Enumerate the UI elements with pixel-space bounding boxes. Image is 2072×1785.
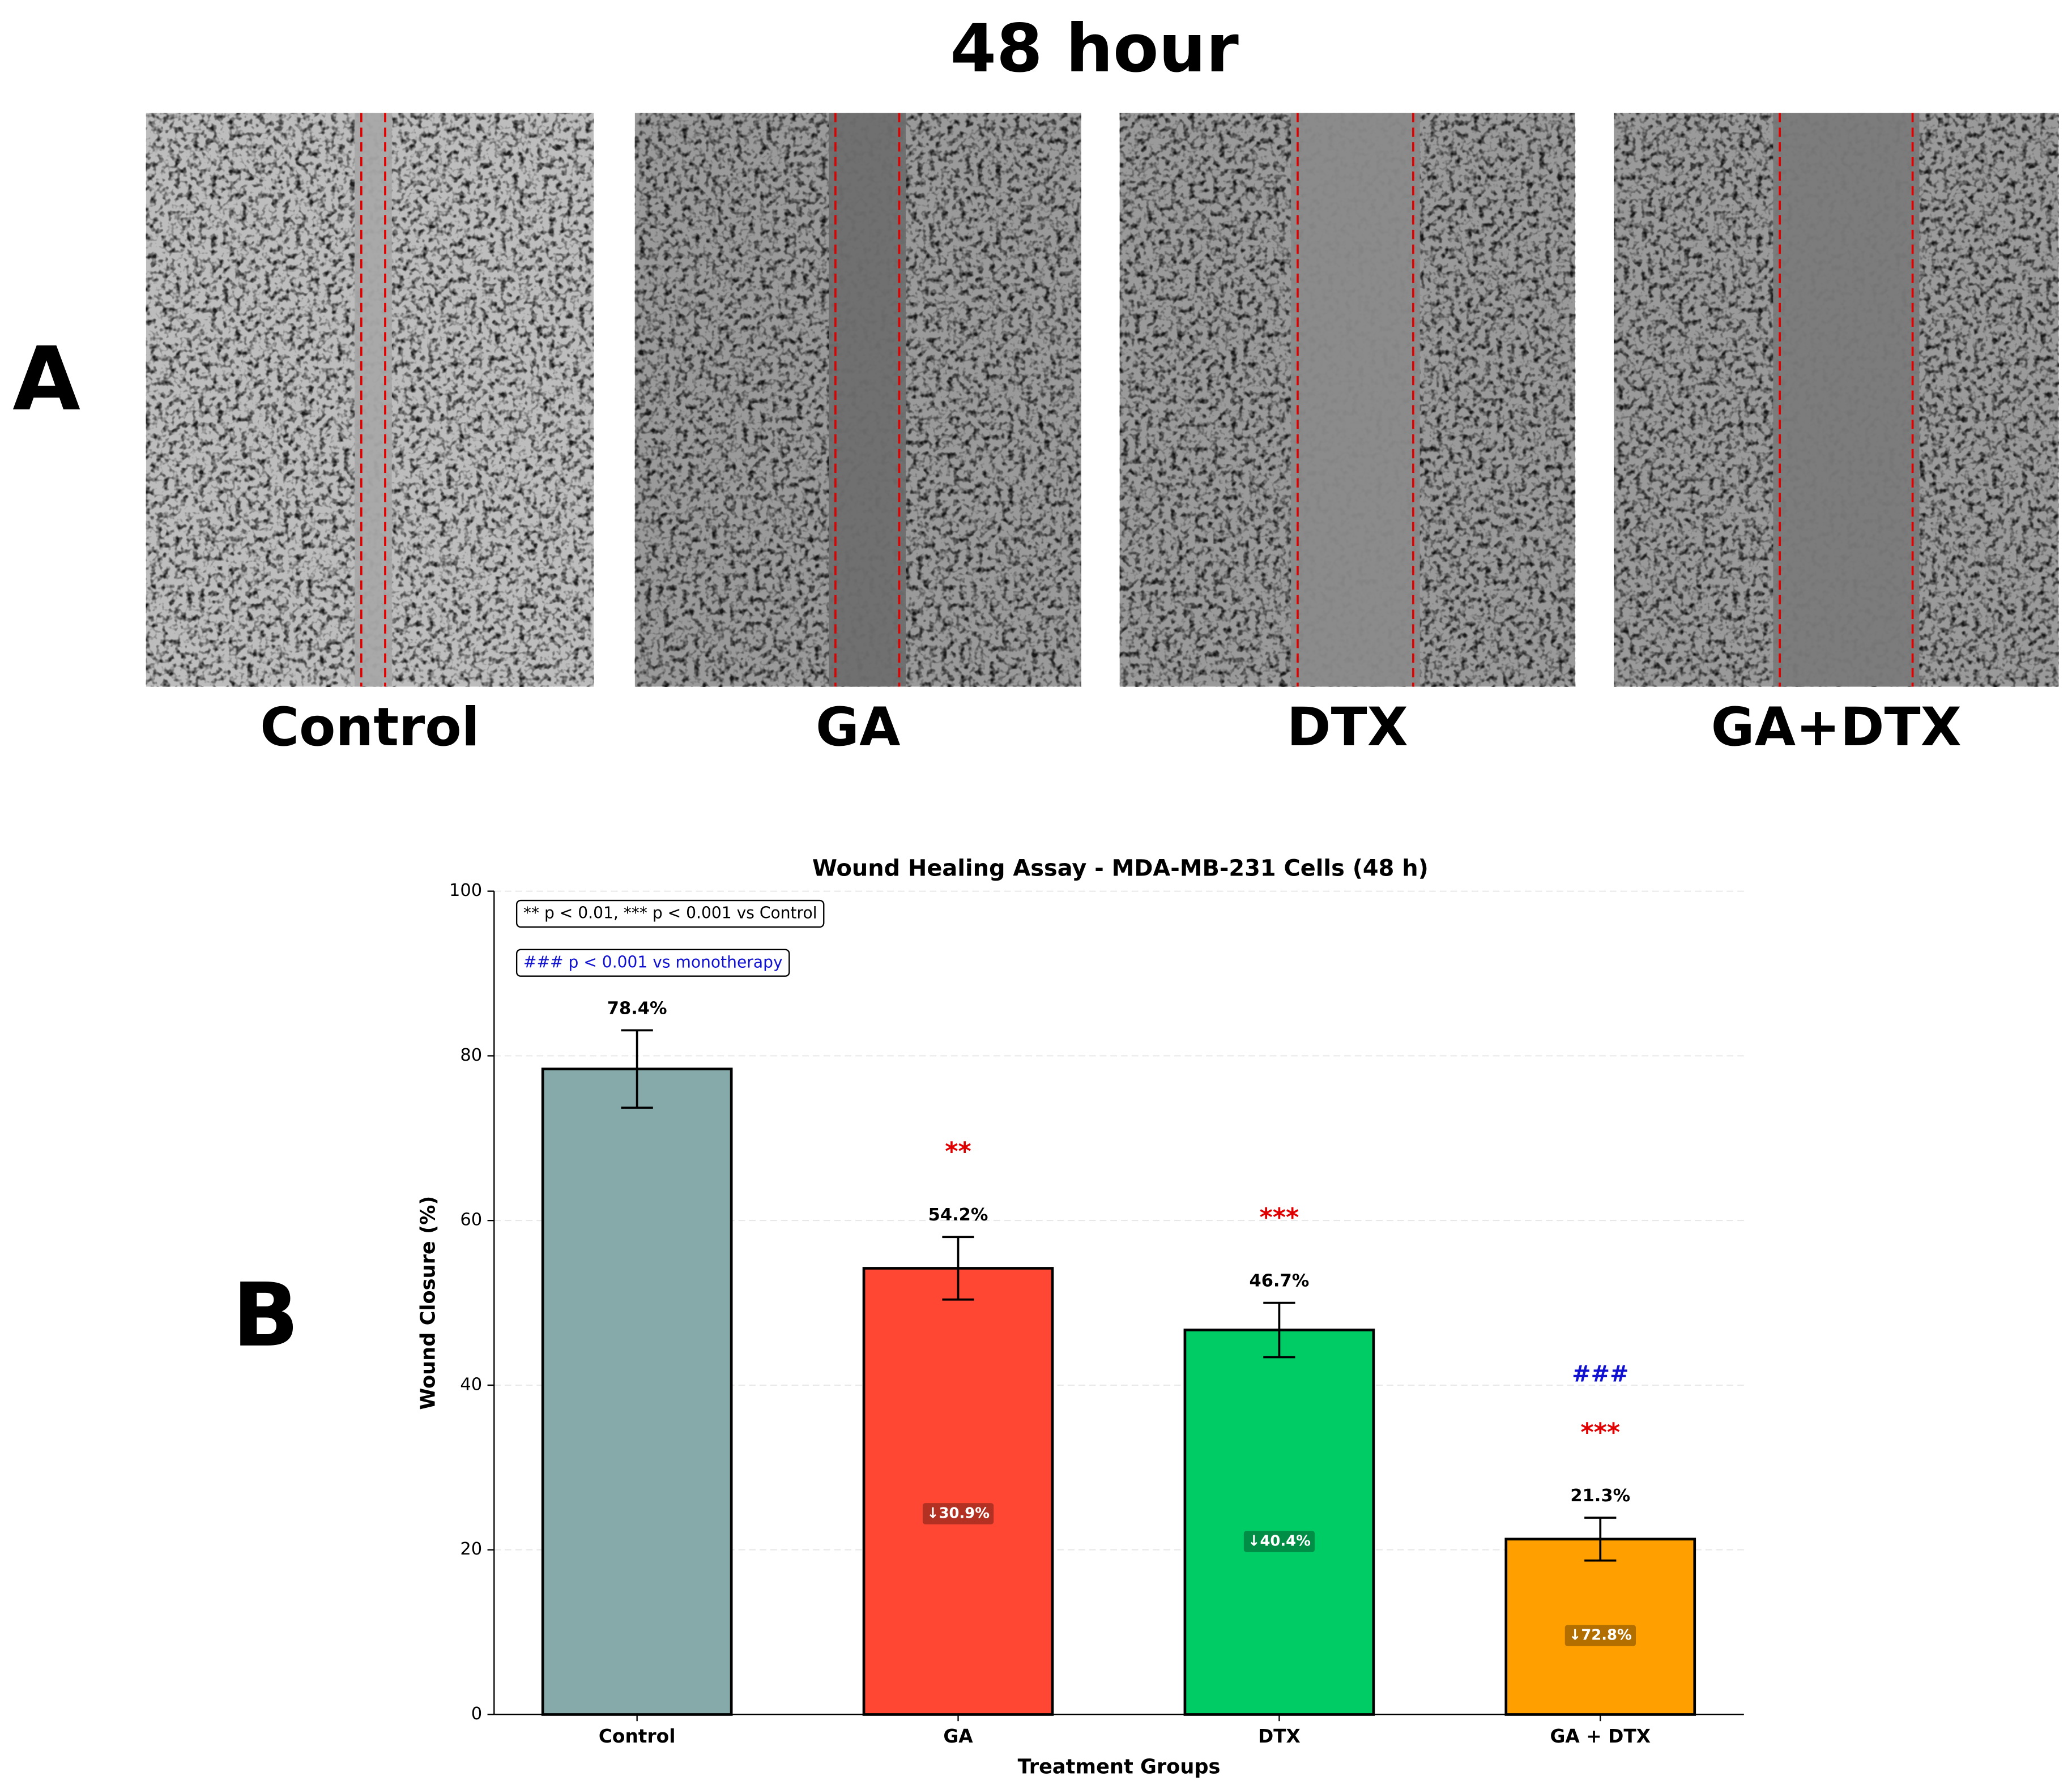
image-label: GA	[816, 697, 901, 758]
y-tick-label: 80	[460, 1045, 482, 1065]
value-label: 78.4%	[607, 998, 667, 1018]
image-label: Control	[260, 697, 480, 758]
bar	[1183, 1329, 1375, 1716]
reduction-badge	[1564, 1625, 1636, 1646]
error-bar	[621, 1029, 653, 1109]
y-axis-label: Wound Closure (%)	[416, 1196, 440, 1410]
bar	[862, 1267, 1054, 1716]
reduction-badge	[922, 1503, 994, 1524]
image-label: DTX	[1287, 697, 1408, 758]
micrographs: Control GA DTX GA+DTX	[146, 113, 2059, 758]
monotherapy-significance: ###	[1572, 1361, 1628, 1387]
chart-title: Wound Healing Assay - MDA-MB-231 Cells (…	[812, 856, 1429, 882]
note-box	[515, 949, 790, 977]
wound-gap	[829, 113, 906, 687]
wound-gap	[1773, 113, 1920, 687]
reduction-label: ↓72.8%	[1569, 1627, 1632, 1644]
y-tick-label: 20	[460, 1539, 482, 1559]
reduction-label: ↓30.9%	[927, 1505, 990, 1522]
y-tick-label: 0	[471, 1704, 482, 1724]
bar	[541, 1067, 733, 1716]
error-bar	[1263, 1301, 1295, 1359]
error-bar	[942, 1236, 974, 1301]
x-axis-label: Treatment Groups	[1018, 1755, 1221, 1778]
y-tick-label: 60	[460, 1210, 482, 1230]
x-tick-label: GA + DTX	[1550, 1726, 1651, 1747]
wound-gap	[1291, 113, 1420, 687]
wound-gap	[355, 113, 392, 687]
image-label: GA+DTX	[1711, 697, 1962, 758]
x-tick-label: GA	[943, 1726, 973, 1747]
error-bar	[1584, 1517, 1617, 1562]
note: ** p < 0.01, *** p < 0.001 vs Control	[523, 904, 817, 923]
note: ### p < 0.001 vs monotherapy	[523, 953, 783, 971]
figure-title: 48 hour	[950, 10, 1239, 87]
significance: **	[945, 1137, 971, 1167]
panel-label: B	[232, 1265, 299, 1366]
bar	[1504, 1538, 1696, 1716]
y-tick-label: 100	[449, 881, 482, 900]
reduction-label: ↓40.4%	[1248, 1532, 1311, 1549]
significance: ***	[1259, 1203, 1299, 1232]
y-tick-label: 40	[460, 1374, 482, 1394]
value-label: 54.2%	[928, 1205, 988, 1225]
note-box	[515, 899, 825, 928]
significance: ***	[1580, 1417, 1620, 1447]
reduction-badge	[1243, 1531, 1315, 1552]
x-tick-label: DTX	[1258, 1726, 1301, 1747]
value-label: 46.7%	[1250, 1271, 1310, 1291]
value-label: 21.3%	[1570, 1486, 1630, 1506]
chart: Wound Healing Assay - MDA-MB-231 Cells (…	[416, 856, 1744, 1778]
panel-label: A	[12, 328, 80, 430]
x-tick-label: Control	[599, 1726, 676, 1747]
